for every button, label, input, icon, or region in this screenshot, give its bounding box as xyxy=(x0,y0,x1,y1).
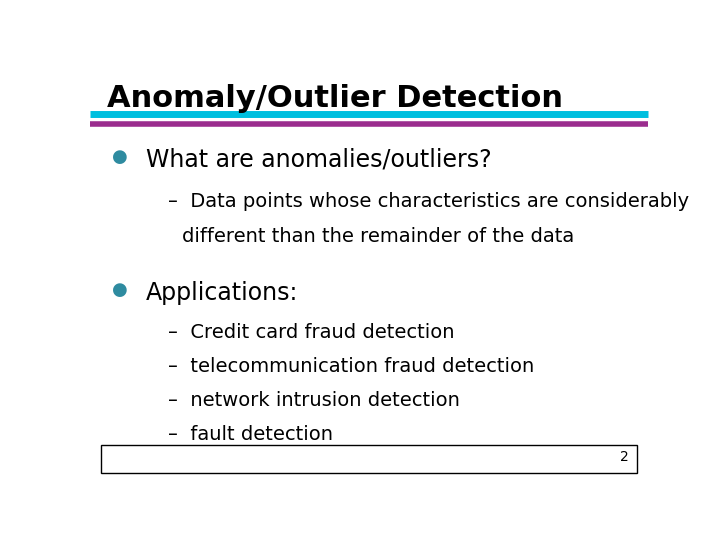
Text: What are anomalies/outliers?: What are anomalies/outliers? xyxy=(145,148,492,172)
FancyBboxPatch shape xyxy=(101,445,637,473)
Text: ●: ● xyxy=(112,281,128,299)
Text: different than the remainder of the data: different than the remainder of the data xyxy=(182,227,575,246)
Text: ●: ● xyxy=(112,148,128,166)
Text: –  telecommunication fraud detection: – telecommunication fraud detection xyxy=(168,357,534,376)
Text: Applications:: Applications: xyxy=(145,281,298,305)
Text: –  fault detection: – fault detection xyxy=(168,425,333,444)
Text: Anomaly/Outlier Detection: Anomaly/Outlier Detection xyxy=(107,84,563,112)
Text: –  network intrusion detection: – network intrusion detection xyxy=(168,391,460,410)
Text: –  Credit card fraud detection: – Credit card fraud detection xyxy=(168,322,454,342)
Text: –  Data points whose characteristics are considerably: – Data points whose characteristics are … xyxy=(168,192,689,211)
Text: 2: 2 xyxy=(620,450,629,464)
